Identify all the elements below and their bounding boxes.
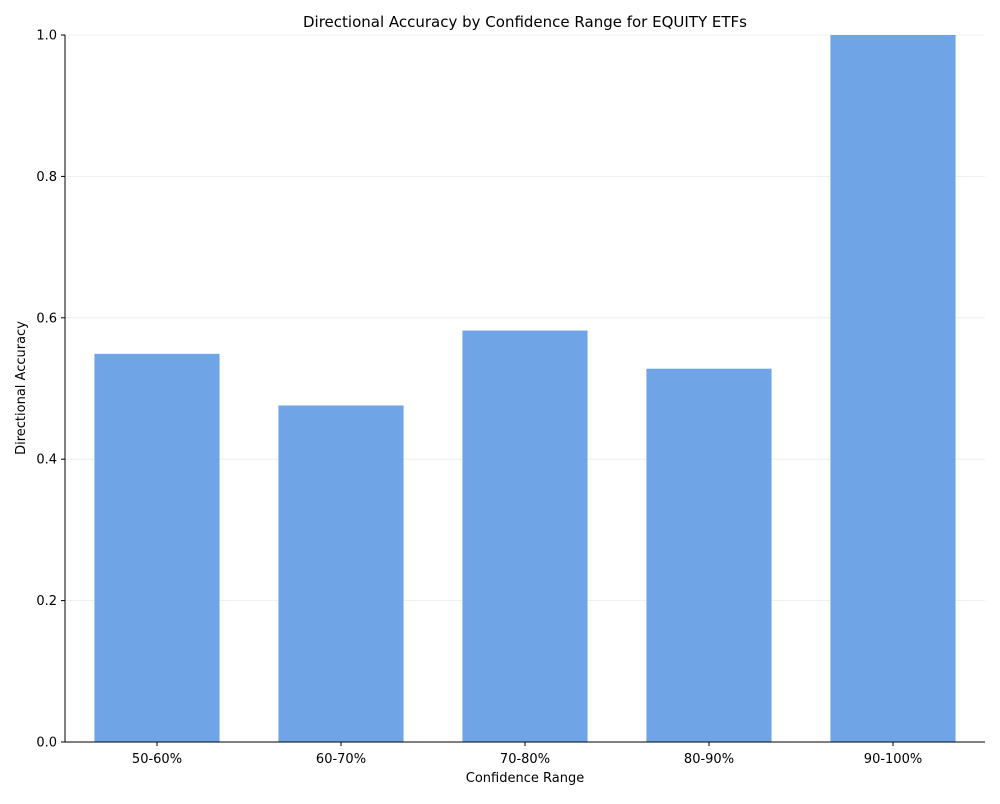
y-tick-label: 0.8	[36, 170, 57, 185]
bar	[94, 353, 220, 742]
y-tick-label: 0.4	[36, 453, 57, 468]
x-tick-label: 60-70%	[316, 752, 366, 767]
y-tick-label: 1.0	[36, 29, 57, 44]
y-tick-label: 0.6	[36, 311, 57, 326]
bar	[646, 368, 772, 742]
bars	[94, 35, 956, 742]
x-ticks: 50-60% 60-70% 70-80% 80-90% 90-100%	[132, 742, 922, 767]
x-tick-label: 80-90%	[684, 752, 734, 767]
bar	[278, 405, 404, 742]
x-tick-label: 90-100%	[864, 752, 922, 767]
chart-title: Directional Accuracy by Confidence Range…	[303, 13, 747, 31]
x-axis-label: Confidence Range	[466, 771, 584, 786]
y-tick-label: 0.0	[36, 736, 57, 751]
y-axis-label: Directional Accuracy	[14, 321, 29, 455]
bar	[830, 35, 956, 742]
x-tick-label: 50-60%	[132, 752, 182, 767]
y-ticks: 0.0 0.2 0.4 0.6 0.8 1.0	[36, 29, 65, 751]
x-tick-label: 70-80%	[500, 752, 550, 767]
y-tick-label: 0.2	[36, 594, 57, 609]
bar	[462, 330, 588, 742]
